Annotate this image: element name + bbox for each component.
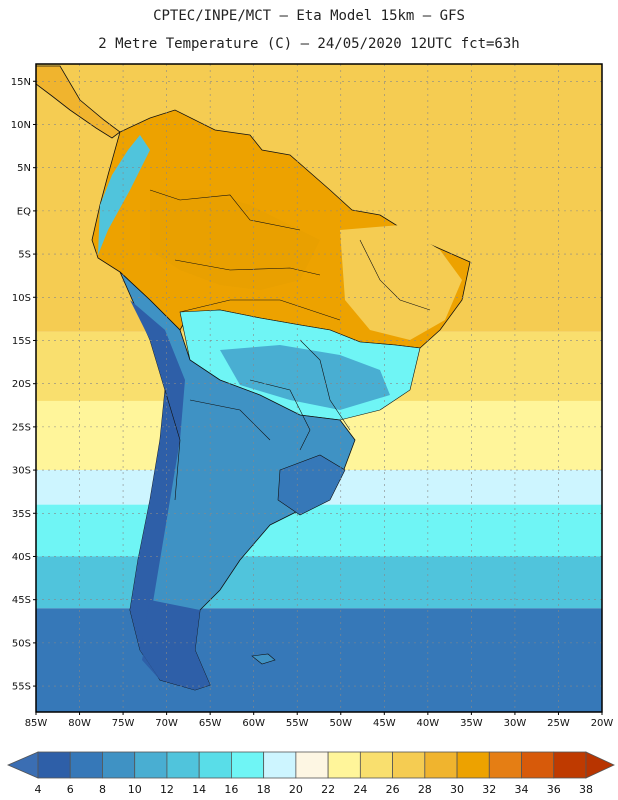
andes-cold-band bbox=[130, 300, 185, 680]
colorbar-label: 16 bbox=[224, 783, 238, 796]
lon-tick-label: 25W bbox=[547, 718, 570, 729]
colorbar-box bbox=[37, 751, 71, 779]
andes-north-cold bbox=[98, 135, 150, 255]
colorbar-box bbox=[69, 751, 103, 779]
lon-tick-label: 45W bbox=[373, 718, 396, 729]
lon-tick-label: 35W bbox=[460, 718, 483, 729]
colorbar-box bbox=[134, 751, 168, 779]
lat-tick-label: 45S bbox=[12, 595, 31, 606]
colorbar-label: 14 bbox=[192, 783, 206, 796]
colorbar-box bbox=[424, 751, 458, 779]
lat-tick-label: 10N bbox=[11, 120, 31, 131]
lat-tick-label: 5N bbox=[17, 163, 31, 174]
northeast-brazil bbox=[340, 225, 462, 340]
colorbar-label: 28 bbox=[418, 783, 432, 796]
lon-tick-label: 20W bbox=[591, 718, 614, 729]
falkland-islands bbox=[251, 653, 276, 665]
lat-tick-label: 25S bbox=[12, 422, 31, 433]
colorbar-label: 24 bbox=[353, 783, 367, 796]
lat-tick-label: 50S bbox=[12, 638, 31, 649]
lat-tick-label: 10S bbox=[12, 293, 31, 304]
colorbar-label: 20 bbox=[289, 783, 303, 796]
lon-tick-label: 40W bbox=[417, 718, 440, 729]
lon-tick-label: 50W bbox=[329, 718, 352, 729]
lat-tick-label: 55S bbox=[12, 682, 31, 693]
lat-tick-label: 15S bbox=[12, 336, 31, 347]
colorbar-label: 34 bbox=[515, 783, 529, 796]
lat-tick-label: 40S bbox=[12, 552, 31, 563]
colorbar-label: 22 bbox=[321, 783, 335, 796]
colorbar-box bbox=[456, 751, 490, 779]
lat-tick-label: 30S bbox=[12, 466, 31, 477]
lon-tick-label: 60W bbox=[242, 718, 265, 729]
colorbar-boxes bbox=[6, 751, 615, 779]
colorbar-box bbox=[359, 751, 393, 779]
colorbar-box bbox=[198, 751, 232, 779]
country-borders bbox=[149, 189, 431, 501]
colorbar-label: 12 bbox=[160, 783, 174, 796]
lat-tick-label: 15N bbox=[11, 77, 31, 88]
colorbar-label: 10 bbox=[128, 783, 142, 796]
grid-lines bbox=[36, 64, 602, 712]
lat-tick-label: 5S bbox=[18, 250, 31, 261]
colorbar-box bbox=[263, 751, 297, 779]
colorbar-low-arrow bbox=[6, 751, 39, 779]
longitude-axis: 85W 80W 75W 70W 65W 60W 55W 50W 45W 40W 35W 30W 25W 2… bbox=[25, 712, 614, 729]
lon-tick-label: 75W bbox=[112, 718, 135, 729]
lat-tick-label: 20S bbox=[12, 379, 31, 390]
colorbar-box bbox=[166, 751, 200, 779]
colorbar-box bbox=[231, 751, 265, 779]
colorbar-label: 4 bbox=[35, 783, 42, 796]
lon-tick-label: 80W bbox=[68, 718, 91, 729]
colorbar-labels: 4 6 8 10 12 14 16 18 20 22 24 26 28 30 32 34 36 38 bbox=[35, 783, 594, 796]
chart-subtitle: 2 Metre Temperature (C) – 24/05/2020 12U… bbox=[98, 36, 520, 52]
lon-tick-label: 55W bbox=[286, 718, 309, 729]
map-frame bbox=[35, 63, 603, 713]
colorbar-high-arrow bbox=[585, 751, 615, 779]
lat-tick-label: EQ bbox=[17, 206, 31, 217]
chart-title: CPTEC/INPE/MCT – Eta Model 15km – GFS bbox=[153, 8, 465, 24]
central-america bbox=[36, 65, 121, 139]
colorbar-box bbox=[327, 751, 361, 779]
amazon-core bbox=[150, 190, 320, 290]
colorbar-box bbox=[102, 751, 136, 779]
colorbar-label: 36 bbox=[547, 783, 561, 796]
latitude-axis: 15N 10N 5N EQ 5S 10S 15S 20S 25S 30S 35S 40S 45S 50S 5… bbox=[11, 77, 36, 693]
lon-tick-label: 65W bbox=[199, 718, 222, 729]
lon-tick-label: 30W bbox=[504, 718, 527, 729]
colorbar-label: 18 bbox=[257, 783, 271, 796]
colorbar-label: 32 bbox=[482, 783, 496, 796]
colorbar-box bbox=[392, 751, 426, 779]
colorbar-box bbox=[553, 751, 587, 779]
colorbar-label: 38 bbox=[579, 783, 593, 796]
colorbar-box bbox=[295, 751, 329, 779]
colorbar-box bbox=[488, 751, 522, 779]
colorbar-label: 26 bbox=[386, 783, 400, 796]
colorbar-label: 8 bbox=[99, 783, 106, 796]
central-cool-patch bbox=[220, 345, 390, 410]
colorbar-label: 6 bbox=[67, 783, 74, 796]
lon-tick-label: 85W bbox=[25, 718, 48, 729]
colorbar-box bbox=[521, 751, 555, 779]
ocean-band-6 bbox=[36, 608, 602, 712]
lon-tick-label: 70W bbox=[155, 718, 178, 729]
patagonia-south bbox=[140, 600, 210, 690]
lat-tick-label: 35S bbox=[12, 509, 31, 520]
land-field bbox=[36, 65, 471, 691]
colorbar-label: 30 bbox=[450, 783, 464, 796]
